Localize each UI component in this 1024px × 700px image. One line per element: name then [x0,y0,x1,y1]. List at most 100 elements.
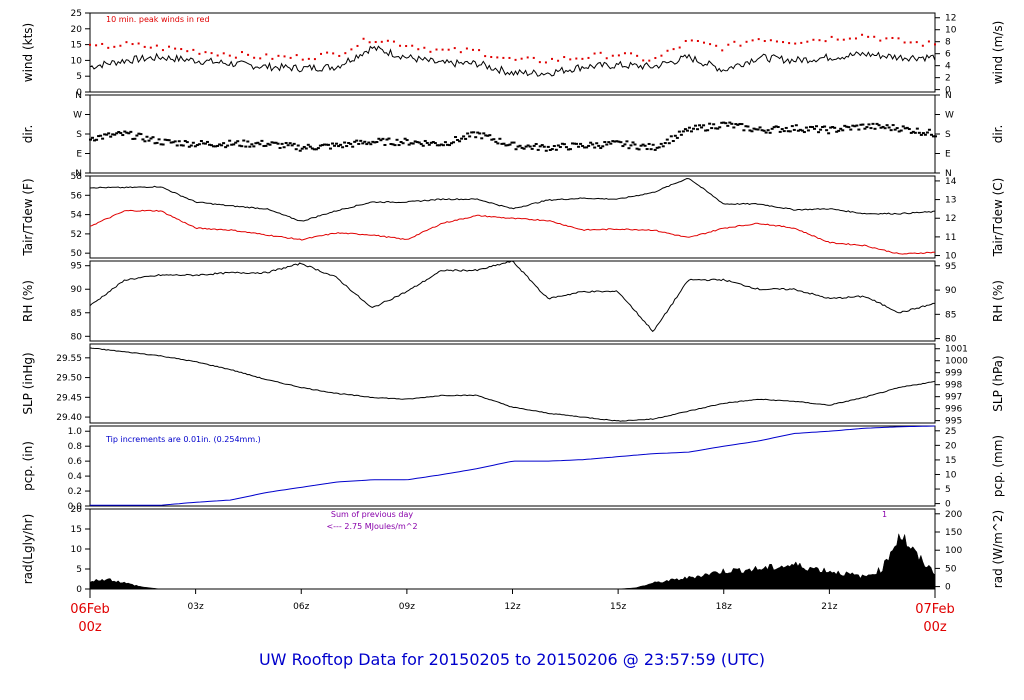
dir-point [516,145,520,148]
left-tick-label: 15 [71,525,82,535]
dir-point [794,124,798,127]
left-tick-label: 80 [71,332,83,342]
dir-point [683,128,687,131]
end-date-label: 07Feb [915,602,955,617]
dir-point [641,143,645,146]
peak-wind-point [739,44,742,47]
dir-point [669,135,673,138]
dir-point [706,129,710,132]
dir-point [623,143,627,146]
dir-point [589,141,593,144]
peak-wind-point [563,56,566,59]
left-axis-label: RH (%) [21,280,35,322]
dir-point [369,143,373,146]
dir-point [700,126,704,129]
dir-point [137,132,141,135]
dir-point [716,127,720,130]
dir-point [109,135,113,138]
dir-point [702,124,706,127]
dir-point [609,142,613,145]
dir-point [780,128,784,131]
dir-point [815,125,819,128]
right-tick-label: 0 [945,86,951,96]
peak-wind-point [149,46,152,49]
dir-point [169,141,173,144]
dir-point [153,142,157,145]
dir-point [633,143,637,146]
peak-wind-point [277,54,280,57]
dir-point [349,142,353,145]
dir-point [395,138,399,141]
dir-point [306,143,310,146]
left-axis-label: Tair/Tdew (F) [21,178,35,256]
dir-point [619,141,623,144]
dir-point [462,135,466,138]
left-tick-label: 50 [71,249,83,259]
dir-point [905,126,909,129]
slp-line [89,347,936,422]
dir-point [907,128,911,131]
peak-wind-point [332,52,335,55]
dir-point [909,131,913,134]
dir-point [266,142,270,145]
dir-point [117,130,121,133]
peak-wind-point [514,58,517,61]
right-axis-label: wind (m/s) [991,21,1005,85]
peak-wind-point [161,49,164,52]
left-axis-label: SLP (inHg) [21,352,35,414]
dir-point [869,127,873,130]
dir-point [756,128,760,131]
dir-point [593,146,597,149]
peak-wind-point [879,39,882,42]
right-tick-label: S [945,130,951,140]
dir-point [554,148,558,151]
dir-point [599,147,603,150]
right-tick-label: 998 [945,381,962,391]
right-tick-label: 4 [945,62,951,72]
right-tick-label: 85 [945,310,956,320]
peak-wind-point [921,44,924,47]
dir-point [647,142,651,145]
dir-point [399,141,403,144]
peak-wind-point [496,56,499,59]
dir-point [187,145,191,148]
dir-point [347,142,351,145]
dir-point [121,134,125,137]
peak-wind-point [313,58,316,61]
dir-point [468,135,472,138]
dir-point [732,126,736,129]
dir-point [508,143,512,146]
dir-point [663,142,667,145]
dir-point [615,140,619,143]
dir-point [145,135,149,138]
peak-wind-point [575,57,578,60]
peak-wind-point [89,43,91,46]
dir-point [361,142,365,145]
dir-point [280,142,284,145]
dir-point [621,145,625,148]
dir-point [568,148,572,151]
dir-point [726,124,730,127]
peak-wind-point [782,41,785,44]
peak-wind-point [903,41,906,44]
dir-point [423,139,427,142]
dir-point [562,143,566,146]
dir-point [843,124,847,127]
dir-point [881,125,885,128]
peak-wind-point [763,40,766,43]
dir-point [183,139,187,142]
dir-point [927,128,931,131]
dir-point [921,132,925,135]
dir-point [792,128,796,131]
peak-wind-point [216,54,219,57]
right-tick-label: 999 [945,369,962,379]
dir-point [704,129,708,132]
dir-point [899,129,903,132]
dir-point [131,137,135,140]
dir-point [810,126,814,129]
dir-point [873,127,877,130]
dir-point [903,127,907,130]
dir-point [425,141,429,144]
panel-wind: 0 5 10 15 20 25 0 2 4 6 8 10 12 wind (kts) wind (m/s) 1… [21,9,1005,98]
